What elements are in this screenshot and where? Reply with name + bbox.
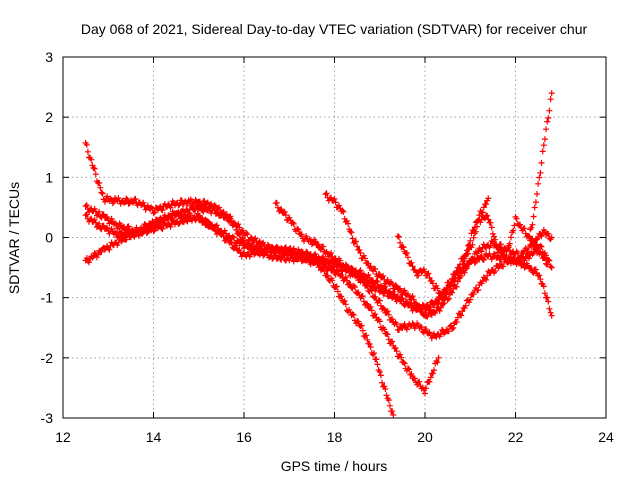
y-tick-label: -1 [41, 290, 54, 306]
data-series-s7 [394, 212, 555, 303]
x-tick-label: 22 [508, 429, 524, 445]
x-tick-label: 18 [327, 429, 343, 445]
x-tick-label: 24 [598, 429, 614, 445]
y-tick-label: 0 [45, 230, 53, 246]
grid [63, 57, 606, 418]
y-tick-label: -2 [41, 350, 54, 366]
chart-title: Day 068 of 2021, Sidereal Day-to-day VTE… [81, 21, 588, 37]
x-tick-label: 14 [146, 429, 162, 445]
data-series-s1 [82, 140, 397, 418]
y-tick-label: -3 [41, 410, 54, 426]
plot-area [82, 90, 555, 418]
x-tick-label: 16 [236, 429, 252, 445]
x-tick-label: 20 [417, 429, 433, 445]
y-tick-label: 3 [45, 49, 53, 65]
data-series-s5 [272, 199, 551, 342]
y-axis-label: SDTVAR / TECUs [6, 182, 22, 294]
y-tick-label: 1 [45, 169, 53, 185]
y-tick-label: 2 [45, 109, 53, 125]
x-axis-label: GPS time / hours [281, 458, 388, 474]
data-series-s8 [526, 90, 555, 240]
x-tick-label: 12 [55, 429, 71, 445]
